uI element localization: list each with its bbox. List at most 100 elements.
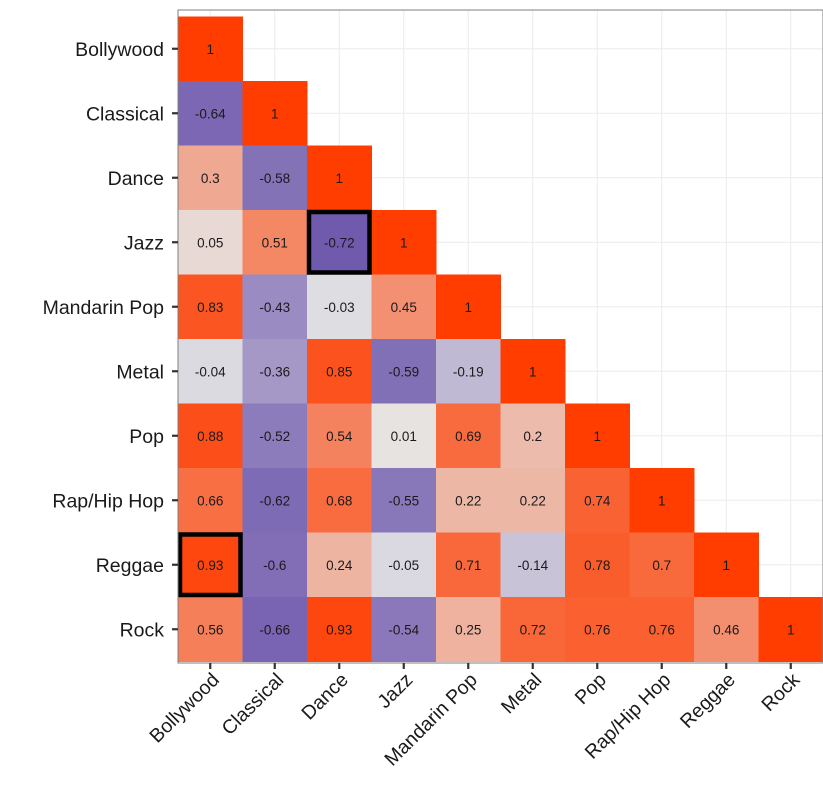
axes [172, 9, 823, 669]
highlight-box [177, 532, 243, 598]
heatmap-cell [242, 468, 308, 533]
cell-value-label: -0.54 [388, 622, 419, 637]
y-axis-label: Classical [86, 103, 164, 125]
heatmap-cell [307, 403, 372, 469]
cell-value-label: 0.72 [520, 622, 546, 637]
cell-value-label: 0.25 [455, 622, 481, 637]
heatmap-cell [307, 468, 372, 533]
cell-value-label: -0.43 [259, 300, 290, 315]
heatmap-cell [242, 597, 308, 662]
cell-value-label: 0.85 [326, 364, 352, 379]
heatmap-cell [436, 597, 501, 662]
heatmap-cell [371, 274, 437, 340]
heatmap-cell [565, 597, 630, 662]
heatmap-cell [371, 468, 437, 533]
heatmap-cell [371, 532, 437, 598]
heatmap-cell [242, 210, 308, 275]
heatmap-cell [500, 339, 566, 404]
cell-value-label: 0.45 [391, 300, 417, 315]
heatmap-cell [178, 532, 243, 598]
heatmap-cell [178, 403, 243, 469]
heatmap-cell [758, 597, 823, 662]
heatmap-cell [436, 532, 501, 598]
heatmap-cell [500, 532, 566, 598]
cell-value-label: 0.93 [197, 558, 223, 573]
cell-value-label: -0.72 [324, 235, 355, 250]
cell-value-label: 1 [271, 106, 279, 121]
cell-value-label: -0.58 [259, 171, 290, 186]
heatmap-cell [242, 145, 308, 211]
heatmap-cell [629, 597, 695, 662]
heatmap-cell [371, 210, 437, 275]
y-axis-label: Pop [129, 426, 164, 448]
heatmap-cell [436, 274, 501, 340]
cell-value-label: 1 [400, 235, 408, 250]
cell-value-label: 0.78 [584, 558, 610, 573]
heatmap-cell [307, 339, 372, 404]
cell-value-label: 0.66 [197, 493, 223, 508]
heatmap-cell [565, 532, 630, 598]
cell-value-label: 1 [335, 171, 343, 186]
heatmap-cell [500, 597, 566, 662]
heatmap-cell [436, 339, 501, 404]
heatmap-cell [500, 403, 566, 469]
y-axis-label: Bollywood [75, 39, 164, 61]
heatmap-cell [565, 468, 630, 533]
cell-value-label: -0.66 [259, 622, 290, 637]
cell-value-label: -0.62 [259, 493, 290, 508]
heatmap-cell [436, 468, 501, 533]
cell-value-label: 0.56 [197, 622, 223, 637]
panel-border [177, 9, 823, 664]
cell-value-label: 0.68 [326, 493, 352, 508]
heatmap-cell [178, 210, 243, 275]
heatmap-cell [371, 403, 437, 469]
cell-value-label: -0.03 [324, 300, 355, 315]
cell-value-label: 0.22 [455, 493, 481, 508]
cell-value-label: -0.52 [259, 429, 290, 444]
y-axis-label: Dance [108, 168, 164, 190]
heatmap-cell [436, 403, 501, 469]
cell-value-label: 0.76 [584, 622, 610, 637]
cell-value-label: 0.71 [455, 558, 481, 573]
highlight-boxes [177, 209, 372, 598]
cell-value-label: 1 [787, 622, 795, 637]
y-axis-label: Reggae [96, 555, 164, 577]
heatmap-cell [242, 339, 308, 404]
y-axis-label: Metal [116, 361, 164, 383]
cell-value-label: -0.6 [263, 558, 286, 573]
cell-value-label: 1 [593, 429, 601, 444]
y-axis-label: Mandarin Pop [43, 297, 165, 319]
cell-value-label: -0.59 [388, 364, 419, 379]
cell-value-label: -0.04 [195, 364, 226, 379]
heatmap-cell [242, 403, 308, 469]
heatmap-cell [178, 16, 243, 82]
y-axis-label: Rap/Hip Hop [52, 490, 164, 512]
cell-value-label: -0.55 [388, 493, 419, 508]
heatmap-cell [242, 81, 308, 146]
heatmap-cell [371, 339, 437, 404]
cell-value-label: 0.2 [523, 429, 542, 444]
cell-value-label: 0.74 [584, 493, 611, 508]
heatmap-cell [307, 145, 372, 211]
heatmap-cell [307, 210, 372, 275]
cell-value-label: 0.05 [197, 235, 223, 250]
cell-value-label: 1 [206, 42, 214, 57]
cell-value-label: -0.14 [517, 558, 548, 573]
cell-value-label: -0.19 [453, 364, 484, 379]
cell-value-label: -0.36 [259, 364, 290, 379]
heatmap-cell [565, 403, 630, 469]
heatmap-cell [629, 468, 695, 533]
cell-value-label: 0.51 [262, 235, 288, 250]
cell-value-label: 0.54 [326, 429, 353, 444]
heatmap-cell [694, 597, 759, 662]
heatmap-cell [500, 468, 566, 533]
y-axis-label: Jazz [124, 232, 164, 254]
heatmap-cell [307, 532, 372, 598]
heatmap-cell [371, 597, 437, 662]
heatmap-cell [178, 468, 243, 533]
cell-value-label: 1 [529, 364, 537, 379]
cell-value-label: -0.64 [195, 106, 226, 121]
heatmap-cells: 1 -0.64 1 0.3 -0.58 1 0.05 0.51 -0.72 1 0.83 -0.43 -… [178, 16, 823, 662]
cell-value-label: 0.69 [455, 429, 481, 444]
